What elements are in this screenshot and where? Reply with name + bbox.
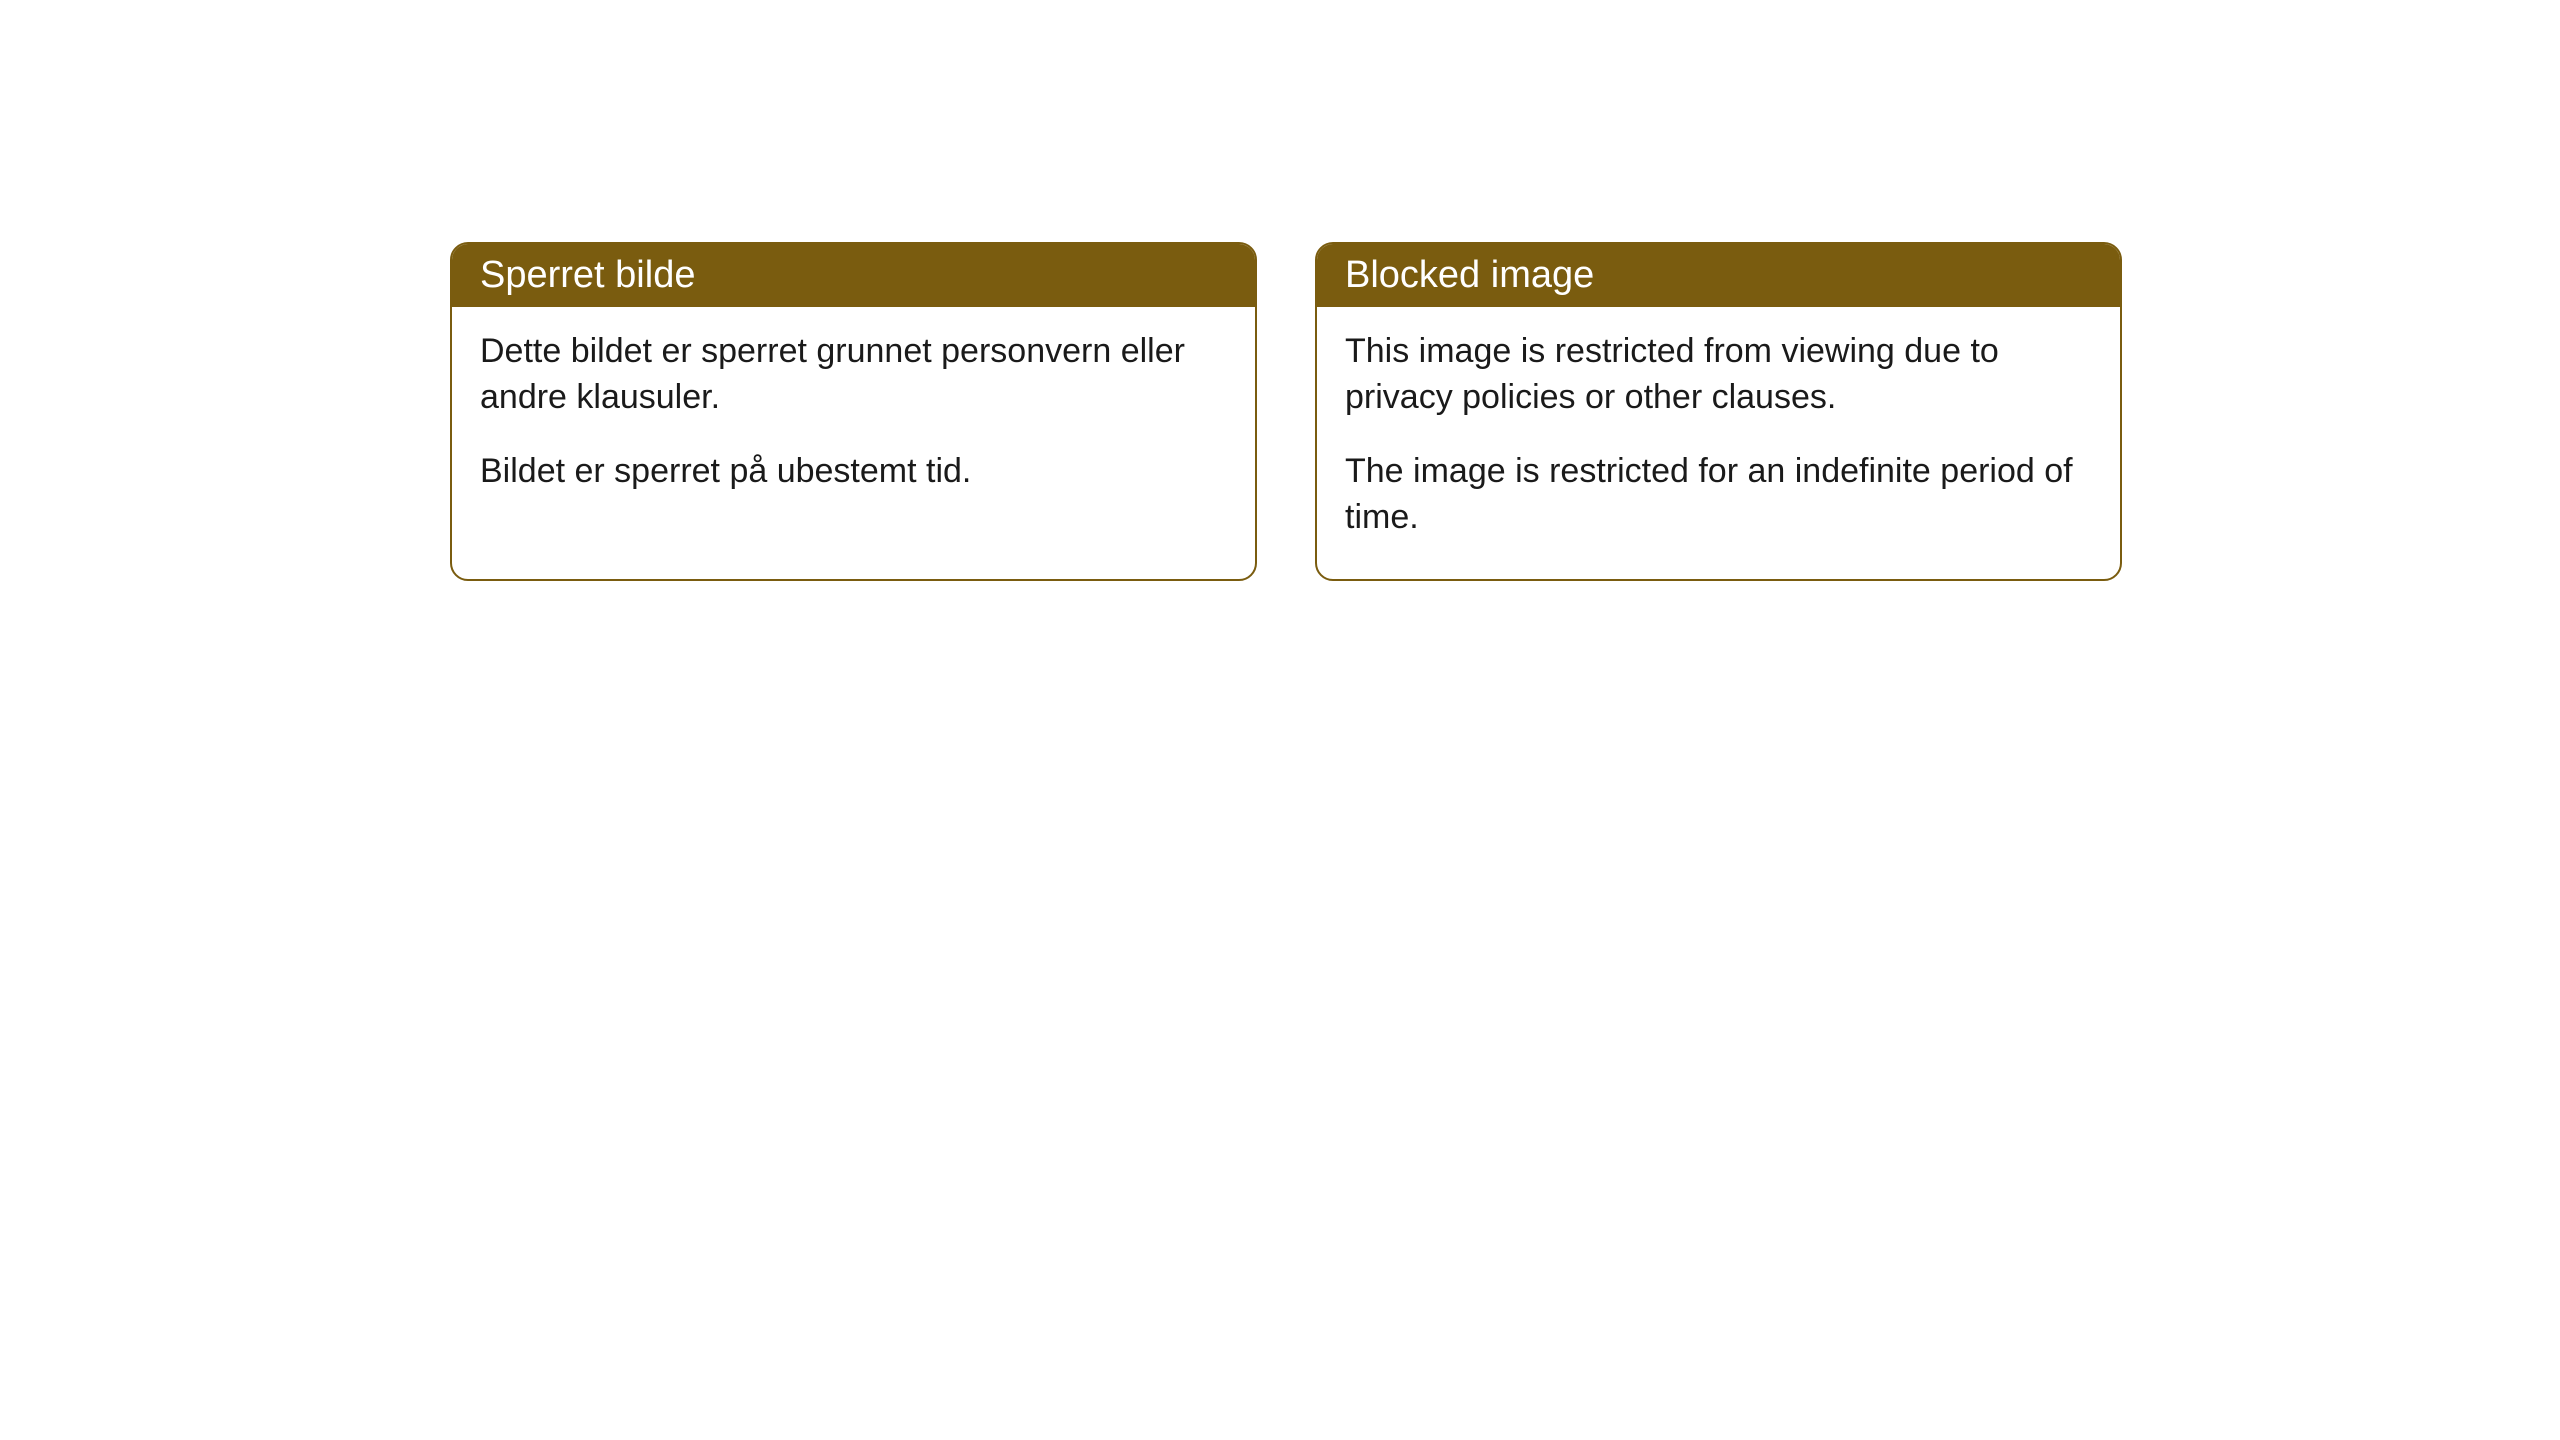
notice-header-english: Blocked image	[1317, 244, 2120, 307]
notice-body-english: This image is restricted from viewing du…	[1317, 307, 2120, 579]
notice-body-norwegian: Dette bildet er sperret grunnet personve…	[452, 307, 1255, 533]
notice-paragraph: Bildet er sperret på ubestemt tid.	[480, 449, 1227, 495]
notice-paragraph: This image is restricted from viewing du…	[1345, 329, 2092, 421]
notice-header-norwegian: Sperret bilde	[452, 244, 1255, 307]
notice-card-english: Blocked image This image is restricted f…	[1315, 242, 2122, 581]
notice-cards-container: Sperret bilde Dette bildet er sperret gr…	[450, 242, 2122, 581]
notice-paragraph: The image is restricted for an indefinit…	[1345, 449, 2092, 541]
notice-card-norwegian: Sperret bilde Dette bildet er sperret gr…	[450, 242, 1257, 581]
notice-paragraph: Dette bildet er sperret grunnet personve…	[480, 329, 1227, 421]
